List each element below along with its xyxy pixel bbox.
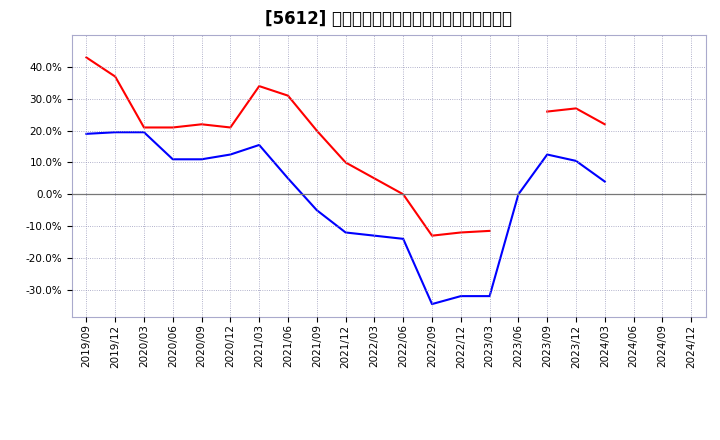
有利子負債営業CF比率 — [341, 160, 350, 165]
有利子負債フリーCF比率 — [284, 176, 292, 181]
有利子負債フリーCF比率 — [572, 158, 580, 164]
Line: 有利子負債営業CF比率: 有利子負債営業CF比率 — [86, 58, 490, 236]
有利子負債営業CF比率 — [197, 121, 206, 127]
有利子負債営業CF比率 — [399, 192, 408, 197]
有利子負債営業CF比率 — [370, 176, 379, 181]
有利子負債営業CF比率 — [226, 125, 235, 130]
有利子負債フリーCF比率 — [456, 293, 465, 299]
有利子負債フリーCF比率 — [341, 230, 350, 235]
有利子負債フリーCF比率 — [600, 179, 609, 184]
Line: 有利子負債フリーCF比率: 有利子負債フリーCF比率 — [86, 132, 605, 304]
有利子負債フリーCF比率 — [312, 208, 321, 213]
有利子負債営業CF比率 — [284, 93, 292, 98]
有利子負債フリーCF比率 — [543, 152, 552, 157]
有利子負債営業CF比率 — [111, 74, 120, 79]
有利子負債フリーCF比率 — [197, 157, 206, 162]
有利子負債営業CF比率 — [456, 230, 465, 235]
有利子負債営業CF比率 — [140, 125, 148, 130]
有利子負債フリーCF比率 — [168, 157, 177, 162]
有利子負債営業CF比率 — [485, 228, 494, 234]
有利子負債フリーCF比率 — [255, 142, 264, 147]
有利子負債営業CF比率 — [168, 125, 177, 130]
有利子負債フリーCF比率 — [140, 130, 148, 135]
有利子負債フリーCF比率 — [226, 152, 235, 157]
有利子負債フリーCF比率 — [514, 192, 523, 197]
有利子負債営業CF比率 — [312, 128, 321, 133]
有利子負債営業CF比率 — [428, 233, 436, 238]
有利子負債営業CF比率 — [255, 84, 264, 89]
有利子負債フリーCF比率 — [370, 233, 379, 238]
Title: [5612] 有利子負債キャッシュフロー比率の推移: [5612] 有利子負債キャッシュフロー比率の推移 — [265, 10, 513, 28]
有利子負債フリーCF比率 — [428, 301, 436, 307]
有利子負債営業CF比率 — [82, 55, 91, 60]
有利子負債フリーCF比率 — [82, 131, 91, 136]
有利子負債フリーCF比率 — [111, 130, 120, 135]
有利子負債フリーCF比率 — [485, 293, 494, 299]
有利子負債フリーCF比率 — [399, 236, 408, 242]
